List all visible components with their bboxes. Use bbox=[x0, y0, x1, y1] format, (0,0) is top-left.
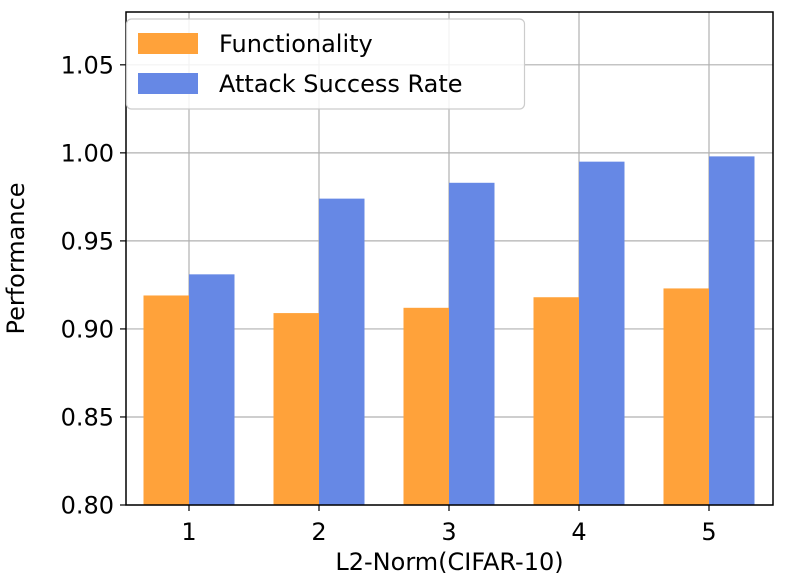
bar-attack-success-rate-4 bbox=[579, 161, 625, 506]
x-tick-label: 3 bbox=[441, 518, 456, 546]
bar-attack-success-rate-1 bbox=[189, 274, 235, 505]
y-tick-label: 0.80 bbox=[61, 492, 114, 520]
y-tick-label: 1.00 bbox=[61, 139, 114, 167]
y-tick-label: 0.90 bbox=[61, 315, 114, 343]
bar-functionality-4 bbox=[533, 297, 579, 505]
legend-swatch-attack-success-rate bbox=[138, 73, 198, 94]
y-axis-label: Performance bbox=[2, 182, 30, 334]
x-tick-label: 4 bbox=[571, 518, 586, 546]
legend: Functionality Attack Success Rate bbox=[125, 18, 526, 110]
x-tick-label: 2 bbox=[311, 518, 326, 546]
bar-functionality-2 bbox=[273, 313, 319, 505]
y-tick-label: 0.95 bbox=[61, 227, 114, 255]
x-tick-label: 5 bbox=[701, 518, 716, 546]
bar-attack-success-rate-5 bbox=[709, 156, 755, 505]
bar-attack-success-rate-2 bbox=[319, 198, 365, 505]
bars bbox=[143, 156, 755, 506]
y-tick-label: 1.05 bbox=[61, 51, 114, 79]
legend-box bbox=[125, 18, 526, 110]
legend-label-functionality: Functionality bbox=[219, 30, 373, 58]
y-tick-label: 0.85 bbox=[61, 403, 114, 431]
bar-attack-success-rate-3 bbox=[449, 182, 495, 505]
bar-functionality-3 bbox=[403, 307, 449, 505]
x-axis-label: L2-Norm(CIFAR-10) bbox=[335, 548, 563, 576]
legend-swatch-functionality bbox=[138, 33, 198, 54]
y-axis-ticks: 0.80 0.85 0.90 0.95 1.00 1.05 bbox=[61, 51, 126, 520]
x-tick-label: 1 bbox=[181, 518, 196, 546]
legend-label-attack-success-rate: Attack Success Rate bbox=[219, 70, 463, 98]
bar-functionality-5 bbox=[663, 288, 709, 505]
x-axis-ticks: 1 2 3 4 5 bbox=[181, 505, 717, 546]
bar-functionality-1 bbox=[143, 295, 189, 505]
